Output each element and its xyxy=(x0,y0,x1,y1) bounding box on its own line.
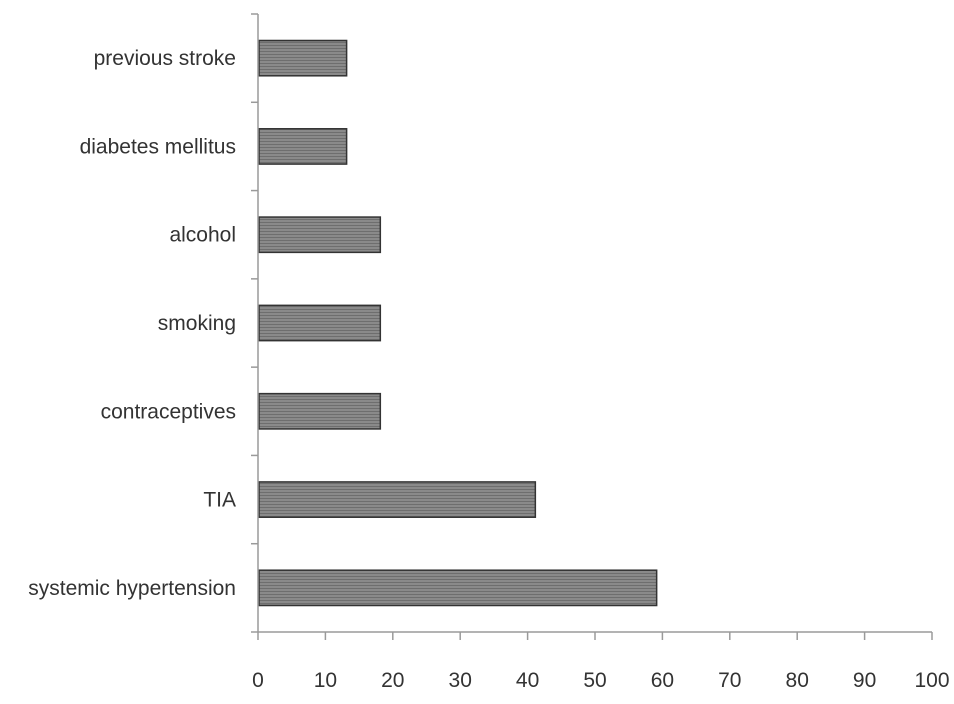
category-label: TIA xyxy=(203,489,236,512)
x-tick-label: 100 xyxy=(914,669,949,692)
bar-smoking xyxy=(258,304,382,342)
category-label: contraceptives xyxy=(101,400,236,423)
axes-layer xyxy=(251,13,933,640)
category-label: previous stroke xyxy=(94,47,236,70)
bar-previous-stroke xyxy=(258,39,348,77)
category-label: smoking xyxy=(158,312,236,335)
category-label: alcohol xyxy=(169,224,236,247)
x-tick-label: 30 xyxy=(449,669,472,692)
x-tick-label: 20 xyxy=(381,669,404,692)
bar-systemic-hypertension xyxy=(258,569,658,607)
bar-contraceptives xyxy=(258,392,382,430)
labels-layer: 0 10 20 30 40 50 60 70 80 90 100 previous stroke dia… xyxy=(28,47,949,692)
x-tick-label: 90 xyxy=(853,669,876,692)
x-tick-label: 70 xyxy=(718,669,741,692)
bar-tia xyxy=(258,481,537,518)
bars-layer xyxy=(258,39,658,607)
bar-alcohol xyxy=(258,216,382,254)
x-tick-label: 50 xyxy=(583,669,606,692)
x-tick-label: 10 xyxy=(314,669,337,692)
x-tick-label: 0 xyxy=(252,669,264,692)
x-tick-label: 60 xyxy=(651,669,674,692)
category-label: systemic hypertension xyxy=(28,577,236,600)
x-tick-label: 80 xyxy=(786,669,809,692)
x-tick-label: 40 xyxy=(516,669,539,692)
bar-diabetes-mellitus xyxy=(258,128,348,165)
category-label: diabetes mellitus xyxy=(80,135,236,158)
